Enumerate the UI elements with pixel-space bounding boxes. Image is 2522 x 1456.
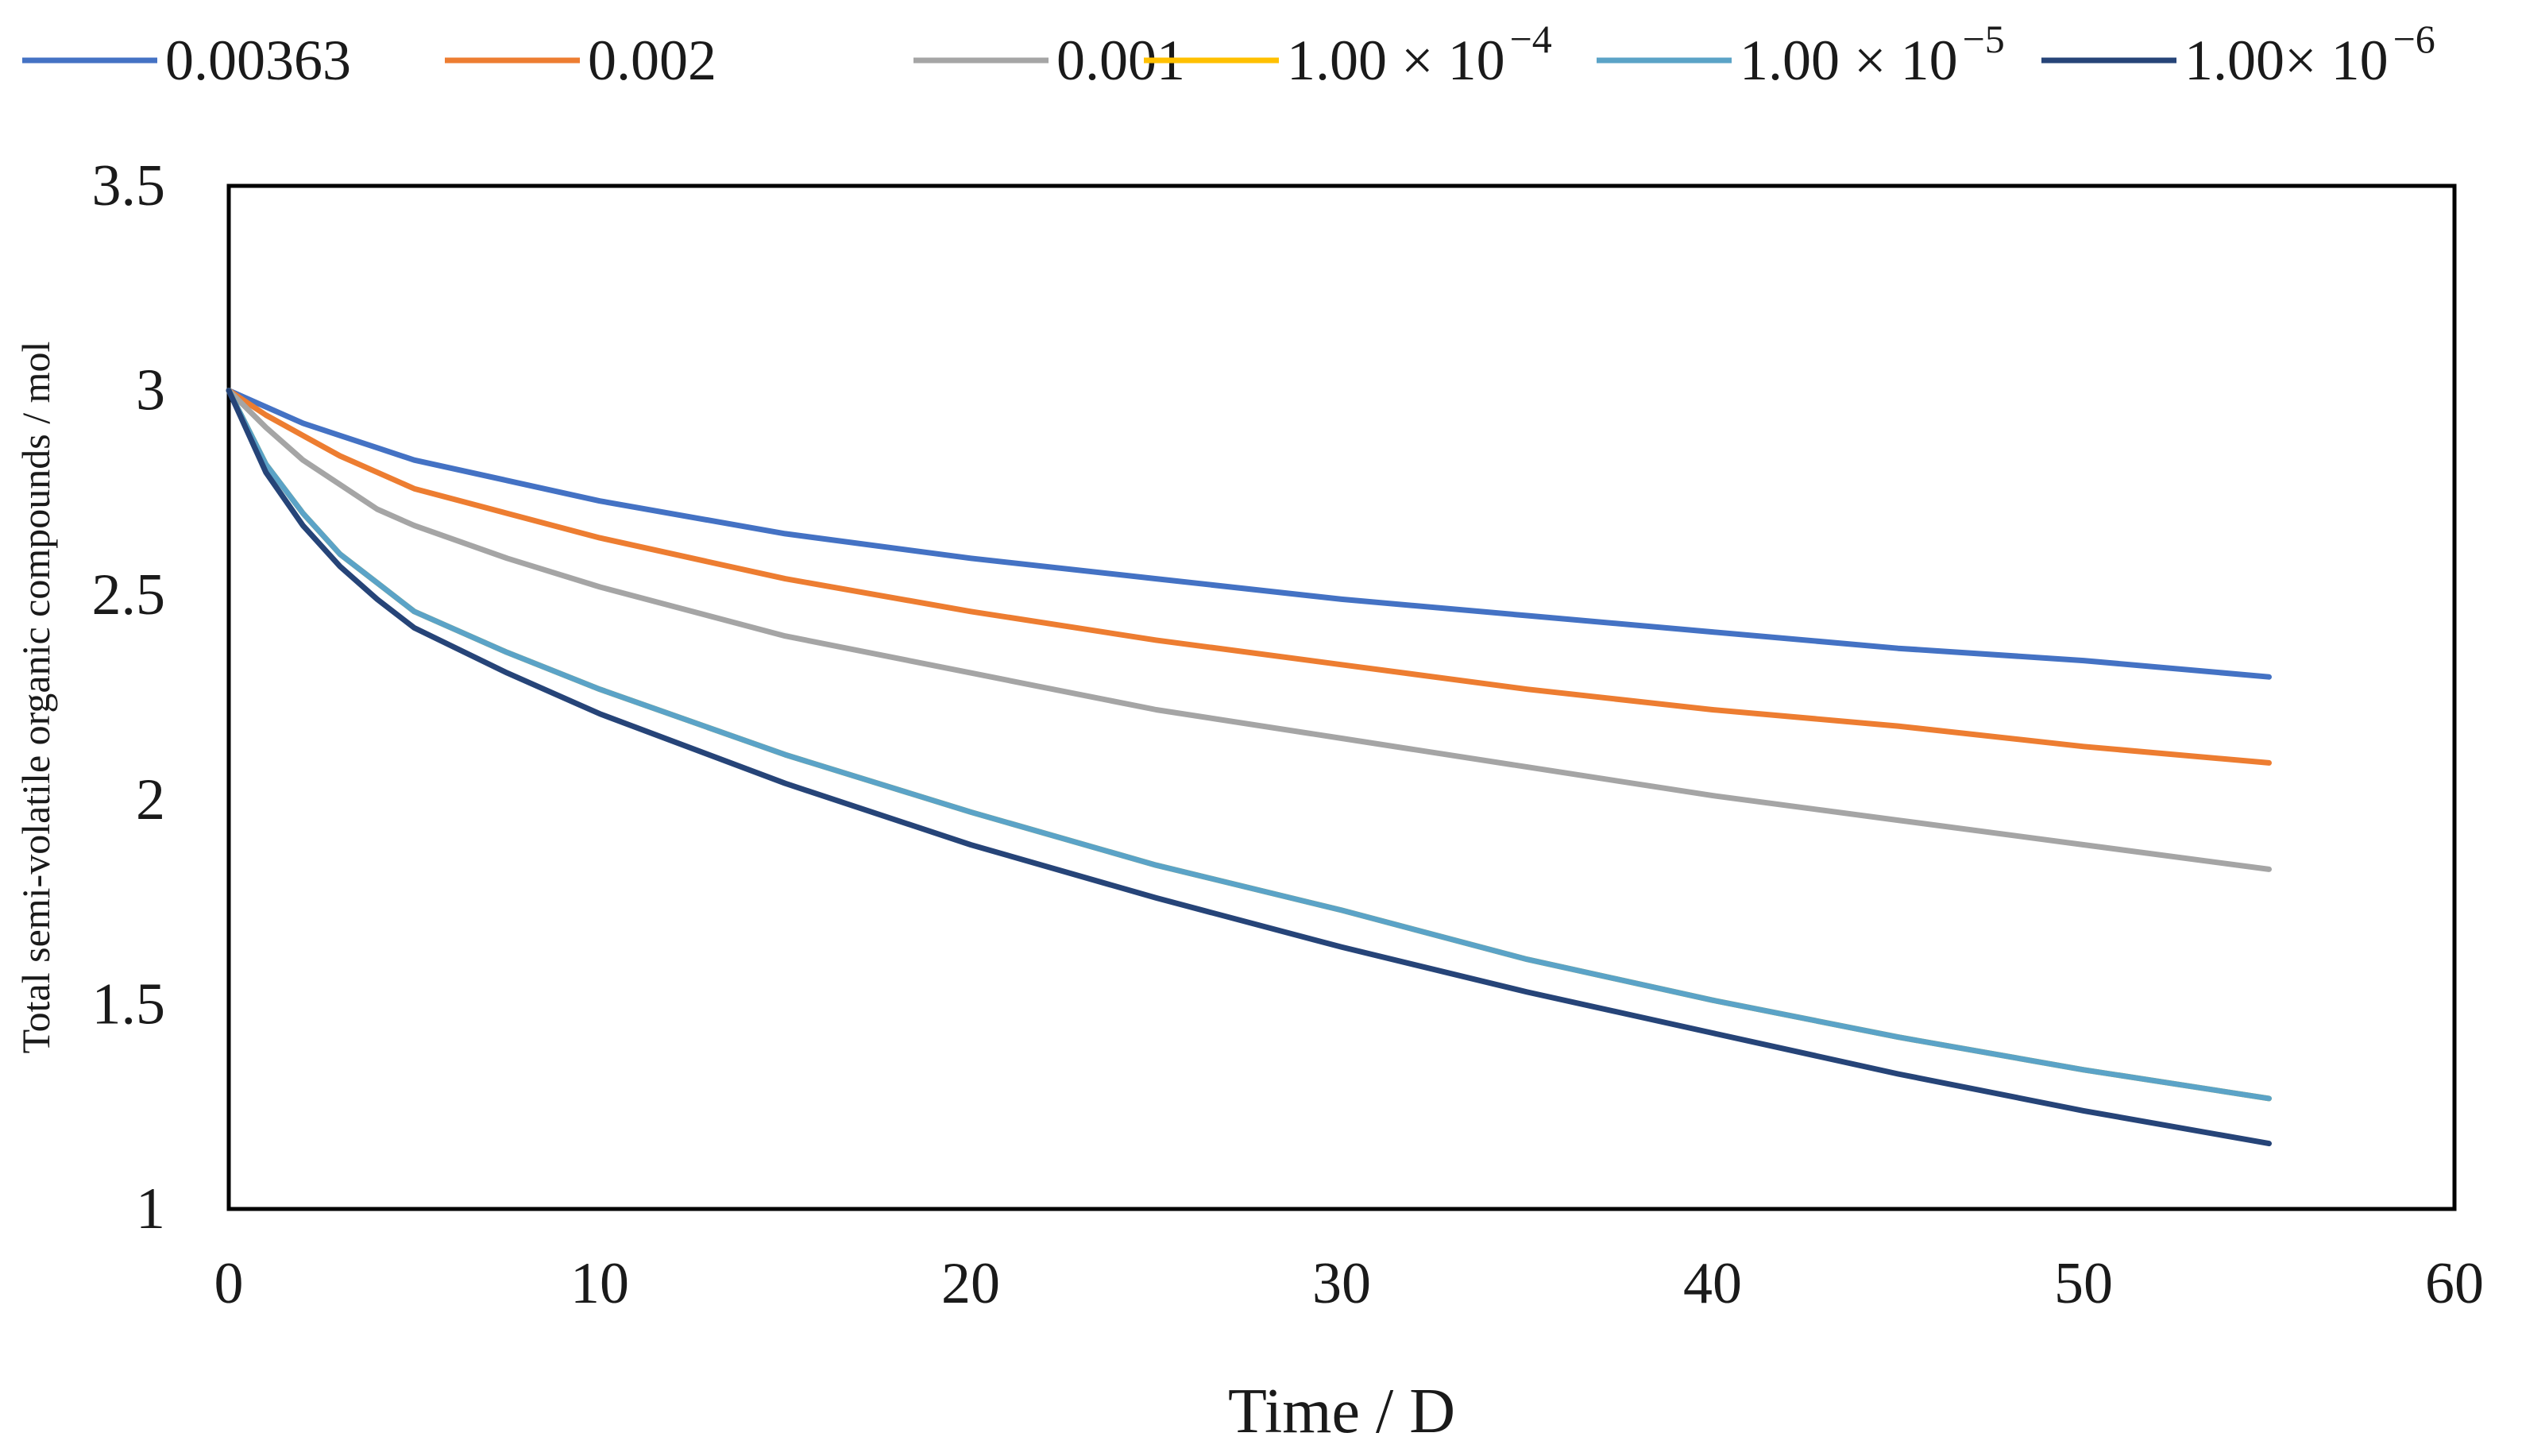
- x-tick-label: 10: [570, 1251, 629, 1316]
- x-tick-label: 60: [2425, 1251, 2484, 1316]
- y-axis-ticks: 1 1.5 2 2.5 3 3.5: [92, 153, 166, 1242]
- series-line-5: [226, 388, 2272, 1102]
- legend-label: 0.002: [588, 29, 716, 92]
- y-tick-label: 2.5: [92, 562, 166, 628]
- y-tick-label: 2: [136, 767, 165, 832]
- series-line-6: [226, 388, 2272, 1147]
- legend-exponent: −4: [1510, 17, 1552, 61]
- legend-item: 0.002: [445, 29, 716, 92]
- y-tick-label: 1.5: [92, 971, 166, 1037]
- plot-area-frame: [226, 183, 2457, 1211]
- x-tick-label: 40: [1683, 1251, 1742, 1316]
- y-axis-label: Total semi-volatile organic compounds / …: [14, 342, 58, 1054]
- series-line-3: [226, 388, 2272, 872]
- y-tick-label: 3.5: [92, 153, 166, 218]
- legend-item: 1.00 × 10 −4: [1144, 17, 1552, 92]
- legend-label: 1.00 × 10: [1287, 29, 1505, 92]
- legend-item: 1.00 × 10 −5: [1597, 17, 2005, 92]
- legend-label: 1.00× 10: [2184, 29, 2389, 92]
- x-tick-label: 0: [214, 1251, 244, 1316]
- x-tick-label: 30: [1312, 1251, 1371, 1316]
- series-lines: [226, 388, 2272, 1147]
- y-tick-label: 1: [136, 1176, 165, 1242]
- legend-item: 0.00363: [22, 29, 351, 92]
- x-tick-label: 20: [941, 1251, 1000, 1316]
- legend: 0.00363 0.002 0.001 1.00 × 10 −4 1.00 × 10 −5 1…: [22, 17, 2435, 92]
- y-tick-label: 3: [136, 358, 165, 423]
- legend-label: 1.00 × 10: [1740, 29, 1958, 92]
- x-axis-label: Time / D: [1228, 1377, 1455, 1446]
- x-tick-label: 50: [2054, 1251, 2113, 1316]
- series-line-2: [226, 388, 2272, 766]
- legend-exponent: −6: [2393, 17, 2435, 61]
- x-axis-ticks: 0 10 20 30 40 50 60: [214, 1251, 2485, 1316]
- legend-label: 0.00363: [165, 29, 351, 92]
- legend-item: 1.00× 10 −6: [2041, 17, 2435, 92]
- legend-exponent: −5: [1963, 17, 2005, 61]
- series-line-1: [226, 388, 2272, 680]
